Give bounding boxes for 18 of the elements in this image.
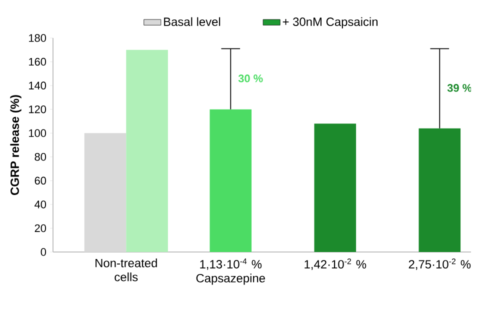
legend-label: + 30nM Capsaicin [282,17,378,28]
y-tick-label: 20 [34,224,46,232]
x-tick-label: Non-treated cells [96,258,157,282]
x-tick-label: 1,42·10$^{-2}$ % [304,258,366,270]
y-tick-label: 60 [34,176,46,185]
y-axis-title: CGRP release (%) [10,95,22,196]
y-tick-label: 140 [29,82,46,90]
y-tick-label: 80 [34,153,46,161]
x-tick-label: 1,13·10$^{-4}$ % Capsazepine [196,258,265,285]
legend-label: Basal level [164,17,220,26]
annotation: 30 % [238,74,263,82]
y-tick-label: 160 [29,58,46,66]
y-tick-label: 180 [29,34,46,42]
y-tick-label: 120 [29,105,46,114]
y-tick-label: 100 [29,129,46,137]
y-tick-label: 0 [40,248,46,256]
x-tick-label: 2,75·10$^{-2}$ % [408,258,471,270]
y-tick-label: 40 [34,200,46,208]
